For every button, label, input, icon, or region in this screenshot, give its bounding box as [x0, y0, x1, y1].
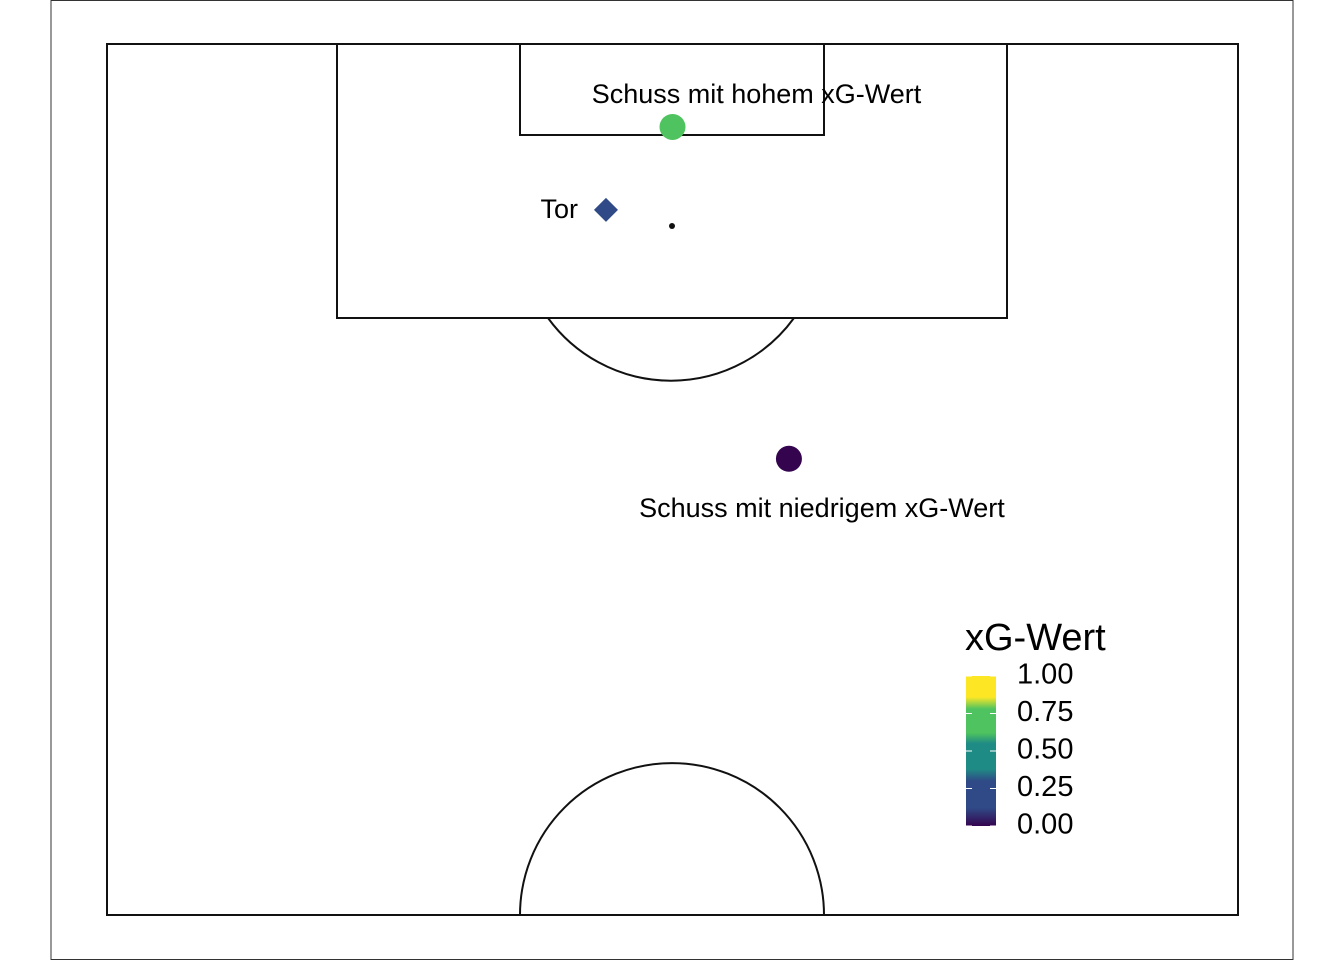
legend-title: xG-Wert — [965, 617, 1106, 659]
shot-point-1 — [593, 197, 618, 222]
legend-tick-label-4: 0.00 — [1017, 809, 1073, 841]
plot-border — [50, 0, 1294, 960]
shot-label-0: Schuss mit hohem xG-Wert — [592, 79, 922, 109]
legend-tick-label-3: 0.25 — [1017, 771, 1073, 803]
shot-point-2 — [775, 445, 802, 472]
legend-ticks: 1.00 0.75 0.50 0.25 0.00 — [966, 659, 1073, 841]
legend: xG-Wert 1.00 0.75 0.50 0.25 0.00 — [965, 617, 1106, 841]
pitch — [106, 43, 1239, 916]
data-marks: Schuss mit hohem xG-Wert Tor Schuss mit ni… — [540, 79, 1005, 523]
legend-tick-label-2: 0.50 — [1017, 734, 1073, 766]
penalty-spot — [669, 223, 675, 229]
legend-tick-label-1: 0.75 — [1017, 696, 1073, 728]
shot-point-0 — [659, 113, 686, 140]
center-circle-arc — [519, 762, 825, 916]
shot-label-2: Schuss mit niedrigem xG-Wert — [639, 493, 1005, 523]
shot-label-1: Tor — [540, 194, 578, 224]
legend-tick-label-0: 1.00 — [1017, 659, 1073, 691]
penalty-arc — [547, 317, 795, 382]
